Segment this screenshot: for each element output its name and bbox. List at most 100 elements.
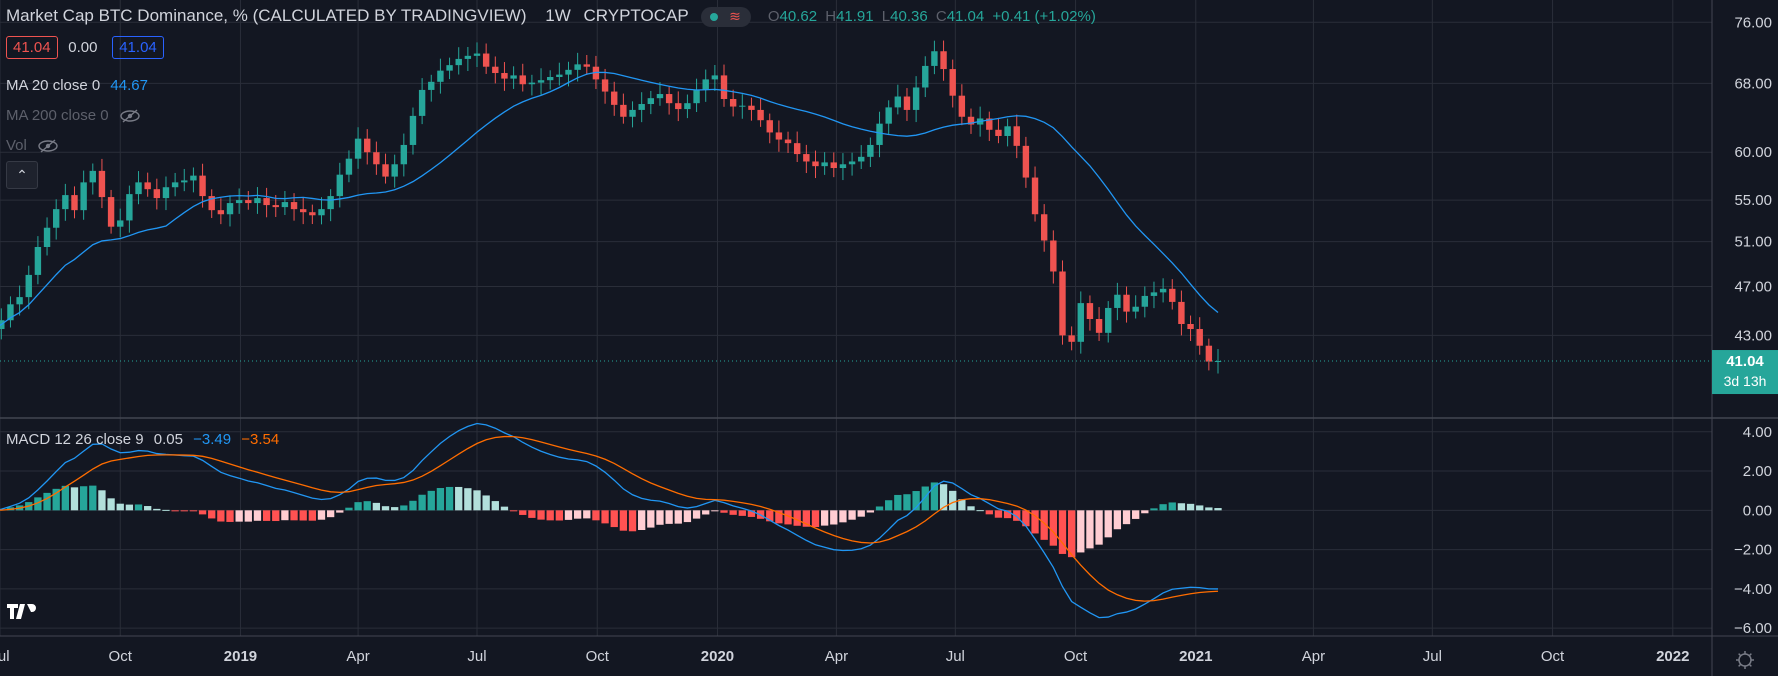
candle-body [1205, 345, 1213, 362]
candle-body [647, 98, 655, 105]
ma20-legend[interactable]: MA 20 close 0 44.67 [6, 77, 148, 94]
macd-histogram-bar [189, 510, 198, 512]
x-tick-label: 2021 [1179, 648, 1212, 665]
x-tick-label: Apr [825, 648, 848, 665]
candle-body [126, 194, 133, 221]
macd-histogram-bar [628, 510, 637, 532]
candle-body [354, 138, 362, 159]
macd-histogram-bar [61, 485, 70, 511]
vol-legend[interactable]: Vol [6, 137, 59, 154]
macd-histogram-bar [107, 498, 115, 511]
macd-histogram-bar [354, 502, 362, 511]
macd-histogram-bar [70, 487, 79, 511]
candle-body [428, 81, 435, 90]
candle-body [492, 66, 499, 74]
macd-histogram-bar [903, 494, 911, 511]
ma200-label: MA 200 close 0 [6, 107, 109, 124]
candle-body [245, 200, 252, 204]
tradingview-logo-icon[interactable] [6, 601, 36, 627]
price-tick-label: 60.00 [1734, 144, 1772, 161]
candle-body [766, 120, 773, 133]
macd-histogram-bar [1086, 510, 1094, 549]
candle-body [400, 144, 408, 165]
candle-body [1031, 177, 1039, 215]
hidden-eye-icon[interactable] [37, 139, 59, 153]
macd-histogram-bar [1013, 510, 1021, 521]
candle-body [1095, 319, 1103, 333]
macd-histogram-bar [226, 510, 234, 522]
candle-body [299, 209, 307, 213]
candle-body [1105, 307, 1112, 333]
macd-tick-label: 4.00 [1743, 424, 1772, 441]
candle-body [830, 162, 837, 169]
candle-body [208, 196, 215, 211]
chevron-up-icon: ⌃ [16, 167, 28, 183]
macd-histogram-bar [839, 510, 847, 523]
candle-body [217, 210, 225, 215]
sell-price-box[interactable]: 41.04 [6, 36, 58, 59]
bar-countdown: 3d 13h [1724, 373, 1767, 389]
x-tick-label: Jul [467, 648, 486, 665]
buy-price-box[interactable]: 41.04 [112, 36, 164, 59]
macd-histogram-bar [857, 510, 865, 517]
macd-histogram-bar [1177, 503, 1186, 511]
macd-histogram-bar [125, 504, 134, 511]
macd-histogram-bar [89, 485, 97, 511]
candle-body [720, 75, 728, 100]
macd-hist-value: 0.05 [153, 431, 183, 448]
ma20-label: MA 20 close 0 [6, 77, 101, 94]
candle-body [519, 75, 526, 85]
candle-body [1040, 214, 1048, 241]
macd-histogram-bar [619, 510, 628, 531]
macd-histogram-bar [308, 510, 317, 521]
macd-histogram-bar [500, 506, 509, 511]
macd-histogram-bar [802, 510, 810, 527]
candle-body [848, 161, 856, 165]
candle-body [611, 91, 618, 105]
macd-histogram-bar [1159, 504, 1167, 511]
macd-histogram-bar [1104, 510, 1112, 538]
macd-histogram-bar [1186, 503, 1195, 511]
gear-tooth [1738, 663, 1742, 667]
macd-histogram-bar [610, 510, 618, 528]
interval-label[interactable]: 1W [545, 6, 571, 25]
macd-legend[interactable]: MACD 12 26 close 9 0.05 −3.49 −3.54 [6, 431, 279, 448]
x-tick-label: 2020 [701, 648, 734, 665]
chart-style-toggle[interactable] [701, 6, 752, 27]
settings-gear-icon[interactable] [1736, 651, 1754, 669]
macd-histogram-bar [747, 510, 756, 517]
macd-signal-value: −3.54 [241, 431, 280, 448]
candle-body [80, 182, 87, 211]
macd-histogram-bar [766, 510, 774, 522]
ma20-line [0, 71, 1219, 326]
hidden-eye-icon[interactable] [119, 109, 141, 123]
ma200-legend[interactable]: MA 200 close 0 [6, 107, 141, 124]
candle-body [272, 205, 279, 208]
macd-histogram-bar [638, 510, 646, 531]
macd-histogram-bar [784, 510, 792, 525]
candle-body [482, 53, 490, 67]
macd-histogram-bar [1022, 510, 1030, 527]
collapse-legend-button[interactable]: ⌃ [6, 161, 38, 189]
symbol-title[interactable]: Market Cap BTC Dominance, % (CALCULATED … [6, 6, 527, 25]
macd-histogram-bar [811, 510, 820, 527]
macd-histogram-bar [79, 486, 88, 511]
candle-body [665, 94, 673, 104]
candle-body [144, 182, 151, 190]
macd-histogram-bar [491, 501, 499, 511]
macd-histogram-bar [244, 510, 252, 522]
candle-body [117, 220, 124, 227]
macd-histogram-bar [912, 491, 920, 511]
candle-body [382, 164, 389, 177]
x-tick-label: Oct [109, 648, 133, 665]
macd-histogram-bar [134, 504, 143, 511]
macd-histogram-bar [820, 510, 829, 526]
gear-tooth [1748, 663, 1752, 667]
macd-histogram-bar [656, 510, 664, 525]
macd-histogram-bar [153, 508, 161, 511]
candle-body [418, 89, 426, 116]
macd-histogram-bar [875, 506, 884, 511]
macd-histogram-bar [34, 497, 42, 511]
vol-label: Vol [6, 137, 27, 154]
